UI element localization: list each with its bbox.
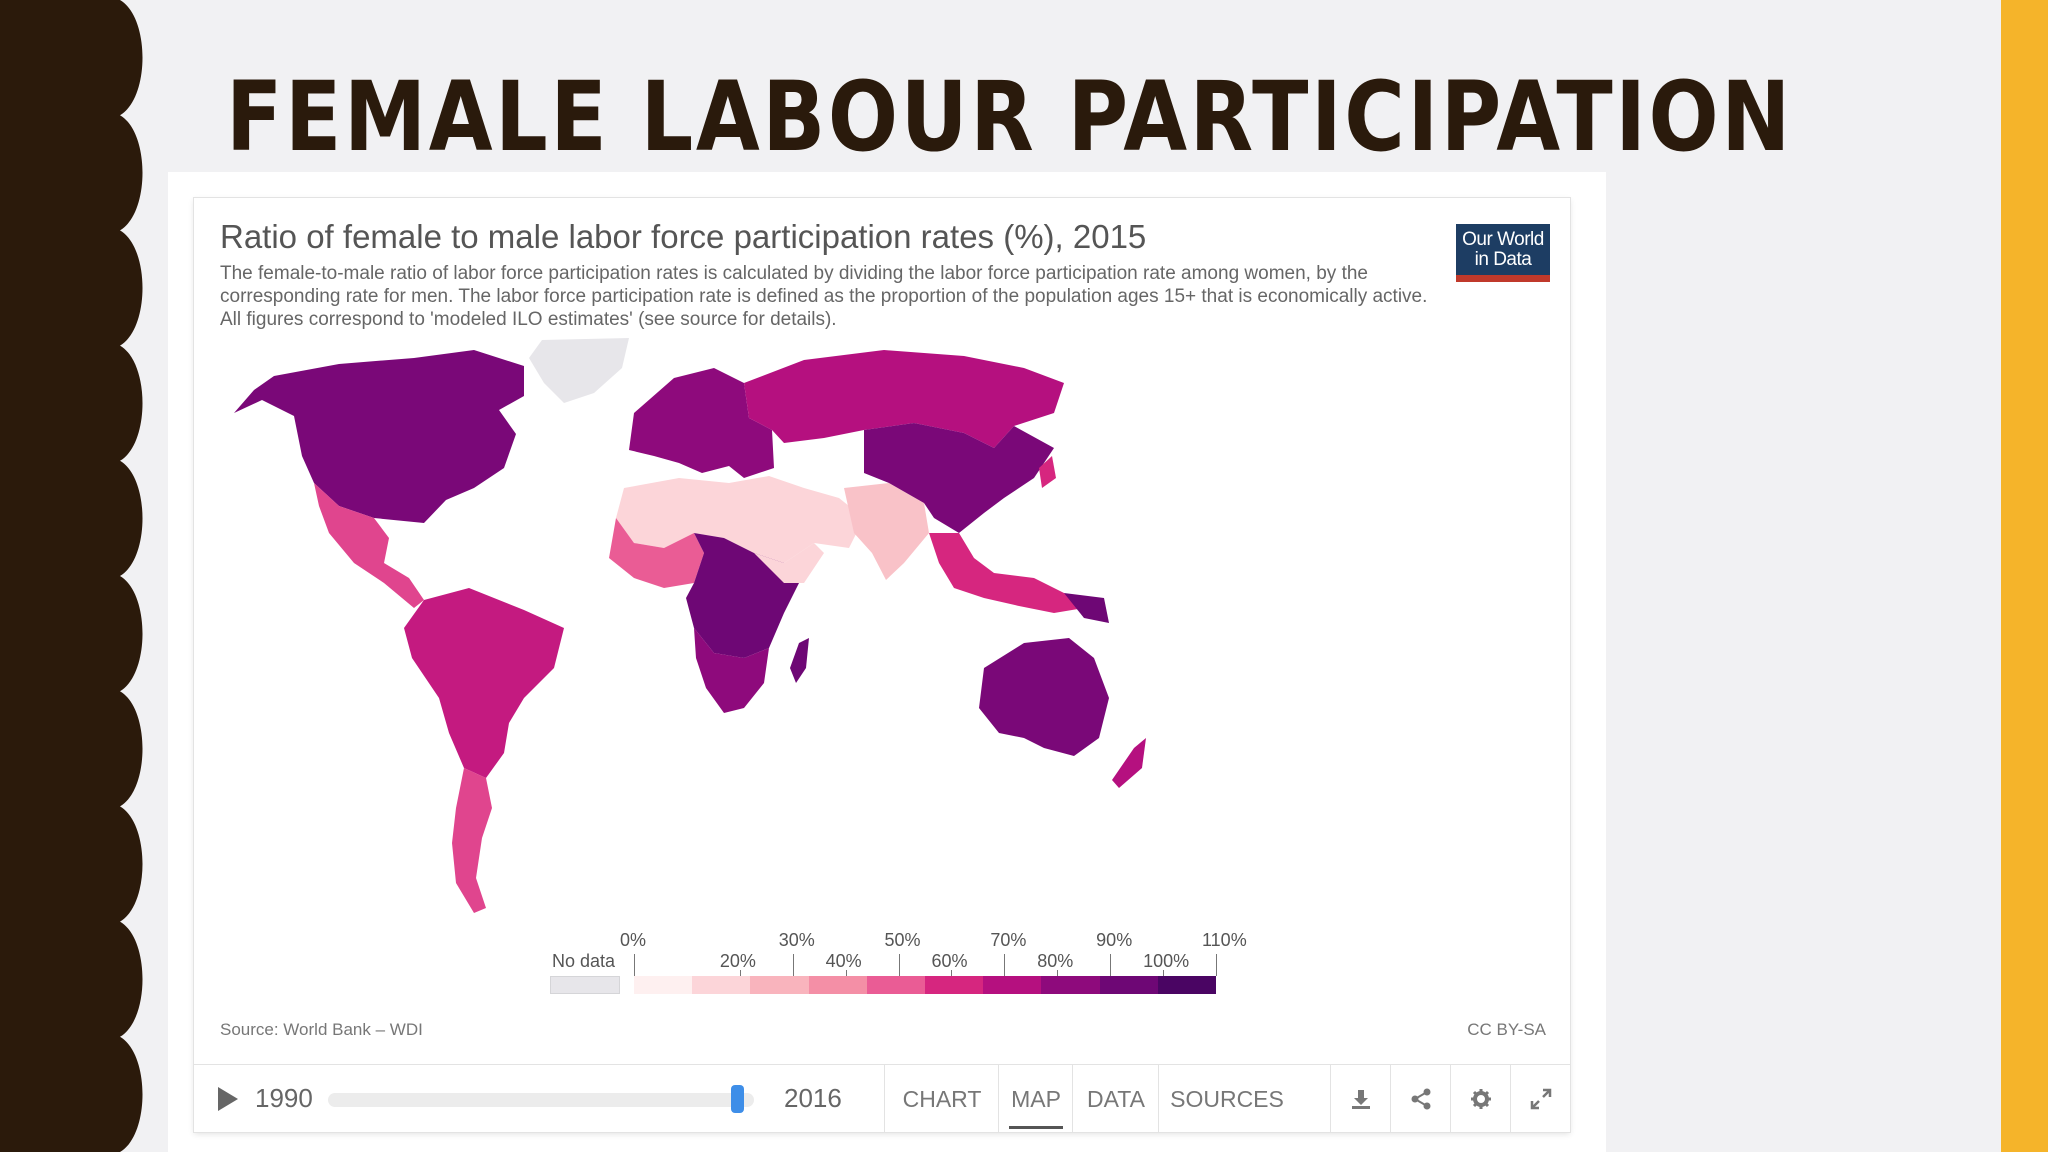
timeline-controls: 1990 2016 CHART MAP DATA SOURCES [194, 1064, 1570, 1133]
legend-tick-upper [792, 954, 794, 976]
legend-bin-0-20[interactable] [634, 976, 693, 994]
legend-label-lower: 80% [1037, 951, 1074, 971]
region-madagascar[interactable] [790, 638, 809, 683]
legend-label-lower: 20% [719, 951, 756, 971]
legend-bin-80-90[interactable] [1041, 976, 1100, 994]
legend-tick-upper [1004, 954, 1006, 976]
region-greenland[interactable] [529, 338, 629, 403]
legend-no-data-label: No data [552, 951, 616, 971]
tab-data[interactable]: DATA [1072, 1065, 1159, 1133]
chart-license[interactable]: CC BY-SA [1467, 1020, 1546, 1039]
legend-tick-upper [634, 954, 635, 976]
legend-tick-upper [898, 954, 900, 976]
owid-logo[interactable]: Our World in Data [1456, 224, 1550, 282]
legend-tick-upper [1216, 954, 1217, 976]
region-southeast-asia[interactable] [929, 533, 1084, 613]
legend-tick-lower [739, 970, 741, 976]
region-europe[interactable] [629, 368, 774, 478]
region-east-asia[interactable] [864, 423, 1054, 533]
region-russia[interactable] [744, 350, 1064, 448]
legend-tick-lower [1163, 970, 1165, 976]
left-wavy-band [0, 0, 143, 1152]
region-north-america[interactable] [234, 350, 524, 523]
region-japan[interactable] [1039, 456, 1056, 488]
region-southern-cone[interactable] [452, 768, 492, 913]
settings-icon[interactable] [1450, 1065, 1511, 1133]
owid-logo-line2: in Data [1474, 249, 1532, 270]
chart-title: Ratio of female to male labor force part… [220, 218, 1147, 255]
region-north-africa-middle-east[interactable] [616, 476, 864, 563]
legend-bin-50-60[interactable] [866, 976, 925, 994]
chart-source[interactable]: Source: World Bank – WDI [220, 1020, 423, 1039]
region-new-zealand[interactable] [1112, 738, 1146, 788]
owid-chart-card: Ratio of female to male labor force part… [194, 198, 1570, 1133]
region-papua[interactable] [1064, 593, 1109, 623]
region-west-africa[interactable] [609, 518, 704, 588]
tab-map[interactable]: MAP [998, 1065, 1073, 1133]
region-australia[interactable] [979, 638, 1109, 756]
world-map[interactable] [224, 338, 1524, 948]
slide-title: FEMALE LABOUR PARTICIPATION [226, 61, 1793, 173]
legend-tick-lower [845, 970, 847, 976]
legend-bin-40-50[interactable] [808, 976, 867, 994]
tab-sources[interactable]: SOURCES [1158, 1065, 1295, 1133]
timeline-track[interactable] [328, 1093, 754, 1107]
download-icon[interactable] [1330, 1065, 1391, 1133]
timeline-slider-thumb[interactable] [730, 1085, 744, 1113]
legend-bin-100-110[interactable] [1157, 976, 1216, 994]
fullscreen-icon[interactable] [1510, 1065, 1571, 1133]
legend-bin-20-30[interactable] [692, 976, 751, 994]
legend-tick-lower [1057, 970, 1059, 976]
owid-logo-line1: Our World [1462, 229, 1544, 250]
legend-label-lower: 40% [825, 951, 862, 971]
legend-no-data-swatch[interactable] [550, 976, 620, 994]
legend-bin-60-70[interactable] [925, 976, 984, 994]
region-south-america[interactable] [404, 588, 564, 778]
right-accent-stripe [2001, 0, 2048, 1152]
legend-bin-30-40[interactable] [750, 976, 809, 994]
region-south-asia[interactable] [844, 483, 929, 580]
region-southern-africa[interactable] [694, 628, 769, 713]
region-horn-of-africa[interactable] [754, 543, 824, 583]
legend-bin-70-80[interactable] [983, 976, 1042, 994]
legend-tick-upper [1110, 954, 1112, 976]
legend-label-lower: 60% [931, 951, 968, 971]
timeline-end-year: 2016 [784, 1083, 842, 1113]
play-button[interactable] [218, 1087, 238, 1111]
legend-tick-lower [951, 970, 953, 976]
legend-label-lower: 100% [1143, 951, 1190, 971]
timeline-start-year: 1990 [255, 1083, 313, 1113]
chart-subtitle: The female-to-male ratio of labor force … [220, 263, 1428, 330]
legend-bin-90-100[interactable] [1099, 976, 1158, 994]
share-icon[interactable] [1390, 1065, 1451, 1133]
tab-chart[interactable]: CHART [884, 1065, 999, 1133]
region-central-america[interactable] [314, 483, 424, 608]
